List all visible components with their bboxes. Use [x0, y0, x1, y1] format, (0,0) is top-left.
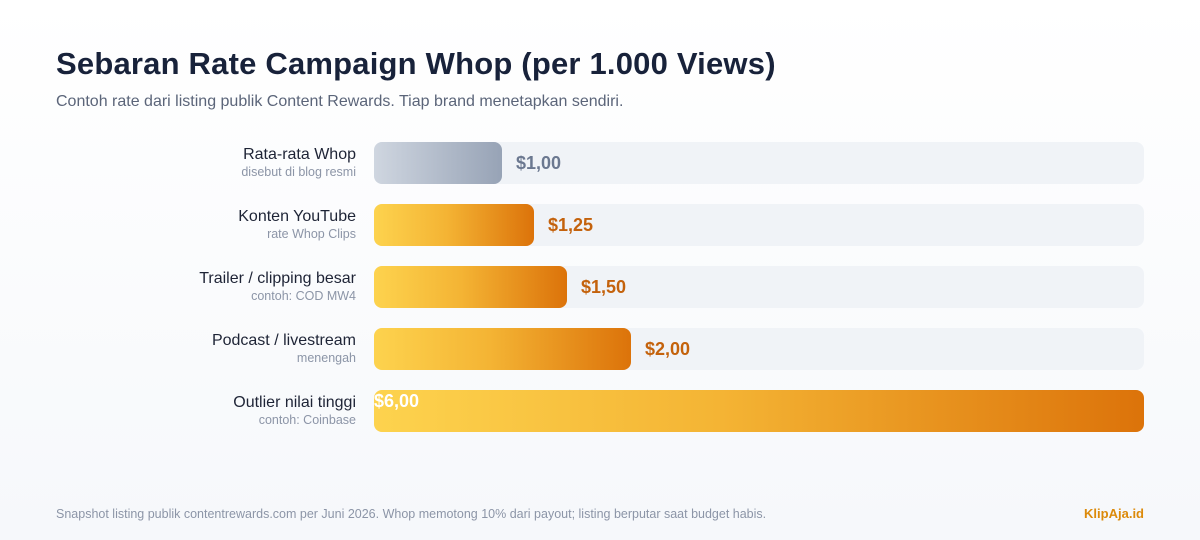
brand-logo-text[interactable]: KlipAja.id — [1084, 506, 1144, 521]
category-note: disebut di blog resmi — [241, 165, 356, 179]
source-note: Snapshot listing publik contentrewards.c… — [56, 507, 767, 521]
category-label: Podcast / livestream menengah — [212, 331, 356, 367]
bar-row: Podcast / livestream menengah $2,00 — [0, 328, 1200, 370]
category-note: contoh: COD MW4 — [251, 289, 356, 303]
bar — [374, 142, 502, 184]
category-name: Trailer / clipping besar — [199, 270, 356, 287]
bar — [374, 390, 1144, 432]
value-label: $1,00 — [516, 153, 562, 173]
bar-track — [374, 142, 1144, 184]
value-label: $1,25 — [548, 215, 594, 235]
bar — [374, 328, 631, 370]
category-label: Trailer / clipping besar contoh: COD MW4 — [199, 269, 356, 305]
bar-row: Outlier nilai tinggi contoh: Coinbase $6,0… — [0, 390, 1200, 432]
value-label: $2,00 — [645, 339, 691, 359]
value-label: $1,50 — [581, 277, 627, 297]
category-note: menengah — [296, 351, 356, 365]
category-note: rate Whop Clips — [267, 227, 356, 241]
category-label: Outlier nilai tinggi contoh: Coinbase — [233, 393, 356, 429]
bar-row: Rata-rata Whop disebut di blog resmi $1,00 — [0, 142, 1200, 184]
category-name: Podcast / livestream — [211, 332, 356, 349]
category-name: Outlier nilai tinggi — [233, 394, 356, 411]
bar-row: Konten YouTube rate Whop Clips $1,25 — [0, 204, 1200, 246]
chart-subtitle: Contoh rate dari listing publik Content … — [56, 93, 624, 110]
bar — [374, 204, 534, 246]
value-label: $6,00 — [374, 391, 420, 411]
bar-row: Trailer / clipping besar contoh: COD MW4 $… — [0, 266, 1200, 308]
chart-title: Sebaran Rate Campaign Whop (per 1.000 Vi… — [56, 46, 776, 81]
category-name: Rata-rata Whop — [243, 146, 356, 163]
category-note: contoh: Coinbase — [258, 413, 356, 427]
category-label: Konten YouTube rate Whop Clips — [238, 207, 356, 243]
bar — [374, 266, 567, 308]
category-label: Rata-rata Whop disebut di blog resmi — [241, 145, 356, 181]
category-name: Konten YouTube — [238, 208, 356, 225]
